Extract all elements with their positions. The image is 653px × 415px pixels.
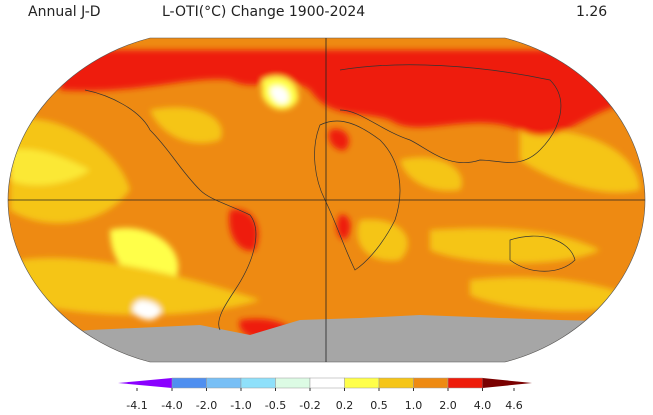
colorbar-tick-label: 0.2 <box>336 399 354 412</box>
colorbar-segment <box>482 378 532 388</box>
colorbar-segment <box>206 377 242 389</box>
colorbar-tick-label: -0.5 <box>265 399 286 412</box>
period-label: Annual J-D <box>28 4 101 20</box>
global-mean-value: 1.26 <box>576 4 608 20</box>
antarctica-missing-data <box>8 315 640 362</box>
colorbar-segment <box>378 377 414 389</box>
colorbar-segment <box>413 377 449 389</box>
colorbar-tick-label: 4.0 <box>474 399 492 412</box>
colorbar-segment <box>309 377 345 389</box>
colorbar-segment <box>118 378 172 388</box>
map-title: L-OTI(°C) Change 1900-2024 <box>162 4 366 20</box>
colorbar-tick-label: 0.5 <box>370 399 388 412</box>
colorbar-tick-label: -2.0 <box>196 399 217 412</box>
colorbar-tick-label: -0.2 <box>299 399 320 412</box>
colorbar-tick-label: 1.0 <box>405 399 423 412</box>
colorbar-segment <box>344 377 380 389</box>
colorbar-tick-label: -1.0 <box>230 399 251 412</box>
colorbar-segment <box>240 377 276 389</box>
colorbar-tick-label: 2.0 <box>439 399 457 412</box>
colorbar-segment <box>447 377 483 389</box>
colorbar-segment <box>275 377 311 389</box>
colorbar-tick-label: -4.1 <box>126 399 147 412</box>
colorbar-segment <box>171 377 207 389</box>
coastlines <box>84 64 576 331</box>
colorbar-tick-label: 4.6 <box>505 399 523 412</box>
colorbar: -4.1 -4.0 -2.0 -1.0 -0.5 -0.2 0.2 0.5 1.0 2.0 4.0 4… <box>118 377 532 412</box>
colorbar-tick-label: -4.0 <box>161 399 182 412</box>
